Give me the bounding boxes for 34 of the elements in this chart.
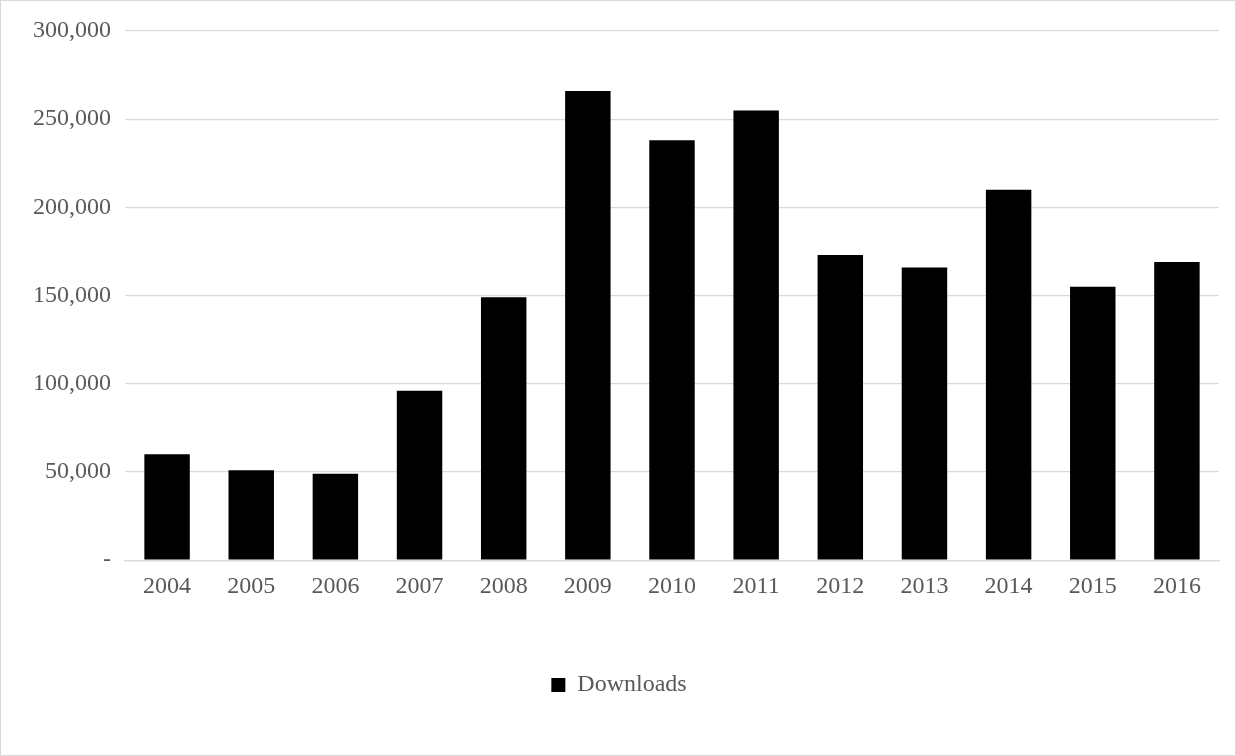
bar bbox=[1070, 286, 1116, 560]
y-tick-label: 50,000 bbox=[45, 457, 111, 484]
x-tick-label: 2012 bbox=[816, 571, 865, 598]
x-tick-label: 2015 bbox=[1068, 571, 1117, 598]
y-tick-label: 150,000 bbox=[33, 280, 111, 307]
bar bbox=[901, 267, 948, 560]
bar bbox=[985, 189, 1032, 560]
legend-label: Downloads bbox=[577, 670, 687, 697]
x-tick-label: 2016 bbox=[1152, 571, 1201, 598]
x-tick-label: 2009 bbox=[563, 571, 612, 598]
x-tick-label: 2008 bbox=[479, 571, 528, 598]
bar bbox=[144, 454, 190, 560]
bar bbox=[312, 473, 359, 560]
bar bbox=[396, 390, 443, 560]
bar bbox=[733, 110, 779, 560]
x-tick-label: 2014 bbox=[984, 571, 1033, 598]
x-tick-label: 2004 bbox=[143, 571, 192, 598]
bar bbox=[228, 470, 274, 560]
x-tick-label: 2011 bbox=[732, 571, 780, 598]
y-tick-label: 300,000 bbox=[33, 16, 111, 43]
bar bbox=[1154, 262, 1200, 560]
x-tick-label: 2010 bbox=[648, 571, 696, 598]
x-tick-label: 2013 bbox=[900, 571, 949, 598]
y-tick-label: 250,000 bbox=[33, 104, 111, 131]
bar bbox=[565, 90, 611, 560]
y-tick-label: 200,000 bbox=[33, 192, 111, 219]
bar bbox=[480, 297, 527, 560]
bar bbox=[649, 140, 695, 560]
x-tick-label: 2007 bbox=[395, 571, 444, 598]
y-tick-label: 100,000 bbox=[33, 369, 111, 396]
x-tick-label: 2006 bbox=[311, 571, 360, 598]
y-tick-label: - bbox=[103, 545, 111, 572]
x-tick-label: 2005 bbox=[227, 571, 276, 598]
bar bbox=[817, 255, 864, 560]
